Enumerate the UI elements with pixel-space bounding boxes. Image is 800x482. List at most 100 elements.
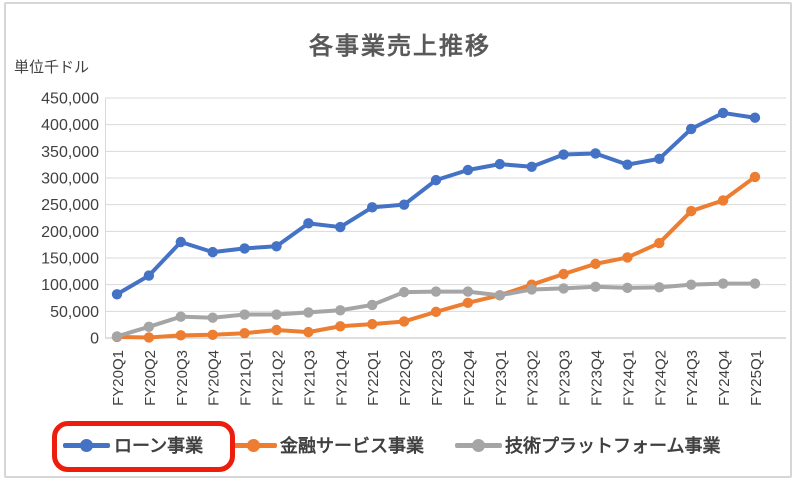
y-axis-tick-label: 0 xyxy=(90,331,99,348)
data-point-0-FY23Q1 xyxy=(494,158,505,170)
y-axis-tick-label: 100,000 xyxy=(41,277,99,294)
data-point-1-FY21Q3 xyxy=(303,326,314,338)
data-point-1-FY20Q2 xyxy=(143,332,155,343)
series-line-0 xyxy=(115,110,757,297)
x-axis-tick-text: FY20Q3 xyxy=(174,350,191,406)
x-axis-tick-text: FY24Q2 xyxy=(652,350,669,406)
data-point-0-FY21Q1 xyxy=(239,243,250,254)
data-point-0-FY20Q2 xyxy=(143,270,155,281)
data-point-2-FY21Q3 xyxy=(303,307,314,318)
data-point-1-FY22Q4 xyxy=(462,297,474,308)
x-axis-tick-text: FY23Q1 xyxy=(493,350,510,406)
data-point-2-FY24Q1 xyxy=(622,282,633,294)
data-point-2-FY22Q1 xyxy=(367,299,378,311)
data-point-2-FY20Q2 xyxy=(143,321,155,332)
data-point-1-FY22Q1 xyxy=(367,318,378,330)
x-axis-tick-text: FY23Q4 xyxy=(589,350,606,406)
data-point-2-FY21Q4 xyxy=(335,305,346,316)
plot-area: 0 50,000 100,000 150,000 200,000 250,000 300,0… xyxy=(41,91,786,406)
x-axis-tick-label: FY20Q1 xyxy=(110,350,127,406)
data-point-0-FY22Q4 xyxy=(462,164,474,176)
data-point-1-FY21Q2 xyxy=(271,324,282,336)
y-axis-tick-label: 350,000 xyxy=(41,144,99,161)
x-axis-tick-label: FY23Q4 xyxy=(589,350,606,406)
x-axis-tick-text: FY20Q2 xyxy=(142,350,159,406)
x-axis-tick-label: FY22Q1 xyxy=(365,350,382,406)
legend-label-loan: ローン事業 xyxy=(114,436,204,456)
data-point-0-FY24Q3 xyxy=(686,123,697,135)
x-axis-tick-label: FY24Q1 xyxy=(620,350,637,406)
x-axis-tick-text: FY22Q3 xyxy=(429,350,446,406)
x-axis-tick-label: FY20Q2 xyxy=(142,350,159,406)
x-axis-tick-text: FY24Q3 xyxy=(684,350,701,406)
data-point-1-FY20Q3 xyxy=(175,330,186,341)
x-axis-tick-text: FY24Q1 xyxy=(620,350,637,406)
legend-label-tech: 技術プラットフォーム事業 xyxy=(505,436,721,456)
x-axis-tick-label: FY21Q3 xyxy=(301,350,318,406)
x-axis-tick-label: FY23Q1 xyxy=(493,350,510,406)
data-point-1-FY24Q1 xyxy=(622,252,633,263)
data-point-1-FY24Q3 xyxy=(686,205,697,217)
data-point-2-FY21Q1 xyxy=(239,309,250,320)
data-point-2-FY20Q4 xyxy=(207,312,218,323)
x-axis-tick-label: FY22Q2 xyxy=(397,350,414,406)
data-point-0-FY25Q1 xyxy=(749,112,761,123)
data-point-1-FY21Q4 xyxy=(335,321,346,332)
data-point-2-FY21Q2 xyxy=(271,309,282,320)
x-axis-tick-text: FY22Q1 xyxy=(365,350,382,406)
data-point-2-FY23Q1 xyxy=(494,290,505,301)
data-point-1-FY21Q1 xyxy=(239,328,250,339)
data-point-1-FY22Q2 xyxy=(398,316,410,327)
x-axis-tick-label: FY23Q2 xyxy=(525,350,542,406)
data-point-2-FY25Q1 xyxy=(749,278,761,289)
x-axis-tick-label: FY20Q3 xyxy=(174,350,191,406)
x-axis-tick-label: FY22Q3 xyxy=(429,350,446,406)
data-point-1-FY23Q3 xyxy=(558,268,569,280)
x-axis-tick-text: FY22Q4 xyxy=(461,350,478,406)
data-point-2-FY24Q4 xyxy=(717,278,729,289)
data-point-1-FY24Q4 xyxy=(717,195,729,206)
y-axis-tick-label: 150,000 xyxy=(41,251,99,268)
x-axis-tick-text: FY23Q2 xyxy=(525,350,542,406)
data-point-0-FY20Q1 xyxy=(111,289,123,300)
data-point-2-FY23Q4 xyxy=(590,281,601,292)
data-point-0-FY22Q1 xyxy=(367,202,378,213)
x-axis-tick-text: FY21Q2 xyxy=(270,350,287,406)
x-axis-tick-label: FY21Q4 xyxy=(333,350,350,406)
data-point-0-FY23Q4 xyxy=(590,148,601,159)
x-axis-tick-text: FY23Q3 xyxy=(557,350,574,406)
data-point-2-FY22Q4 xyxy=(462,286,474,297)
data-point-0-FY23Q2 xyxy=(526,161,537,172)
x-axis-tick-label: FY23Q3 xyxy=(557,350,574,406)
x-axis-tick-text: FY21Q3 xyxy=(301,350,318,406)
data-point-1-FY23Q4 xyxy=(590,258,601,270)
data-point-1-FY25Q1 xyxy=(749,171,761,183)
x-axis-tick-text: FY22Q2 xyxy=(397,350,414,406)
x-axis-tick-text: FY21Q1 xyxy=(238,350,255,406)
legend-label-financial: 金融サービス事業 xyxy=(280,436,424,456)
data-point-1-FY20Q4 xyxy=(207,329,218,340)
x-axis-tick-text: FY20Q4 xyxy=(206,350,223,406)
data-point-2-FY23Q3 xyxy=(558,283,569,294)
y-axis-tick-label: 250,000 xyxy=(41,197,99,214)
data-point-2-FY22Q3 xyxy=(430,286,442,297)
y-axis-tick-label: 300,000 xyxy=(41,171,99,188)
y-axis-tick-label: 50,000 xyxy=(50,304,99,321)
legend-dot-marker-financial xyxy=(247,439,260,452)
x-axis-tick-label: FY24Q2 xyxy=(652,350,669,406)
data-point-1-FY22Q3 xyxy=(430,306,442,318)
data-point-0-FY20Q3 xyxy=(175,236,186,248)
y-axis-tick-label: 200,000 xyxy=(41,224,99,241)
data-point-0-FY24Q2 xyxy=(654,153,665,164)
x-axis-tick-label: FY22Q4 xyxy=(461,350,478,406)
x-axis-tick-label: FY24Q3 xyxy=(684,350,701,406)
x-axis-tick-label: FY21Q1 xyxy=(238,350,255,406)
data-point-0-FY21Q3 xyxy=(303,218,314,229)
data-point-0-FY21Q2 xyxy=(271,241,282,252)
chart-title: 各事業売上推移 xyxy=(309,33,491,60)
x-axis-tick-label: FY21Q2 xyxy=(270,350,287,406)
y-axis-tick-label: 400,000 xyxy=(41,117,99,134)
data-point-2-FY20Q1 xyxy=(111,331,123,342)
x-axis-tick-label: FY20Q4 xyxy=(206,350,223,406)
